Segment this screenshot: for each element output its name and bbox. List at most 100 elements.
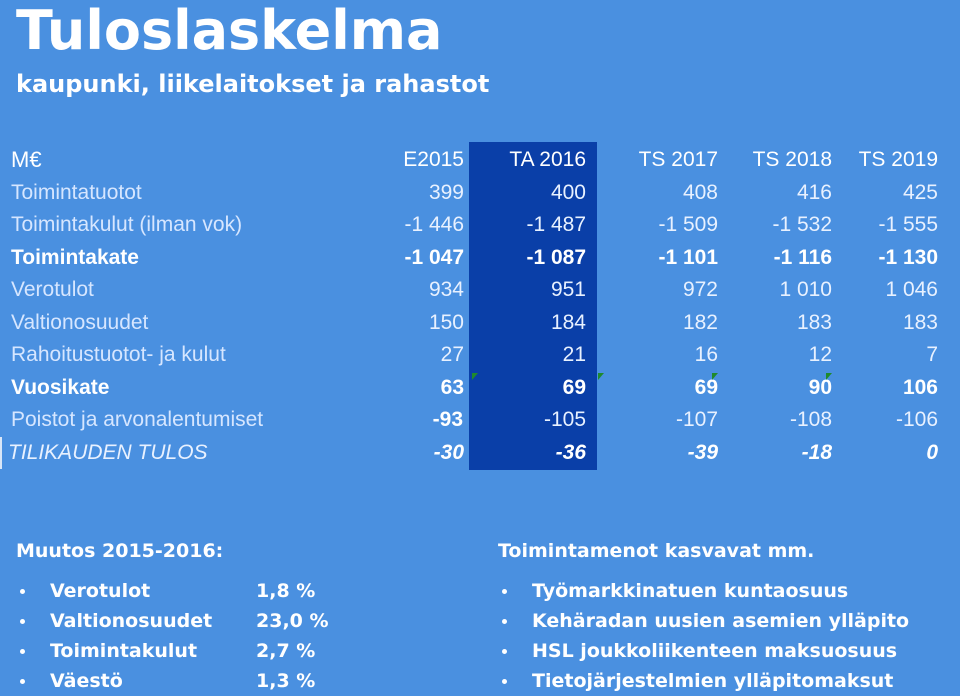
expenses-list: Työmarkkinatuen kuntaosuus Kehäradan uus…	[498, 576, 909, 696]
cell-value: 0	[926, 440, 938, 464]
cell-value: 12	[808, 343, 832, 366]
cell-value: -106	[895, 408, 938, 431]
expense-item: HSL joukkoliikenteen maksuosuus	[532, 640, 898, 662]
list-item: Tietojärjestelmien ylläpitomaksut	[498, 666, 909, 696]
table-row: Rahoitustuotot- ja kulut 27 21 16 12 7	[1, 339, 938, 372]
change-name: Väestö	[50, 670, 123, 692]
list-item: HSL joukkoliikenteen maksuosuus	[498, 636, 909, 666]
expense-item: Tietojärjestelmien ylläpitomaksut	[532, 670, 894, 692]
table-row: TILIKAUDEN TULOS -30 -36 -39 -18 0	[0, 436, 938, 469]
cell-value: -18	[801, 440, 832, 464]
cell-error-marker	[598, 373, 604, 380]
cell-value: 69	[562, 375, 586, 399]
table-row: Poistot ja arvonalentumiset -93 -105 -10…	[1, 404, 938, 437]
cell-error-marker	[472, 373, 478, 380]
cell-value: -1 509	[658, 213, 718, 236]
change-name: Valtionosuudet	[50, 610, 213, 632]
change-value: 1,3 %	[256, 670, 316, 692]
table-row: Vuosikate 63 69 69 90 106	[1, 372, 938, 405]
change-name: Verotulot	[50, 580, 151, 602]
list-item: Kehäradan uusien asemien ylläpito	[498, 606, 909, 636]
expense-item: Työmarkkinatuen kuntaosuus	[532, 580, 849, 602]
row-label: Poistot ja arvonalentumiset	[11, 408, 264, 431]
list-item: Työmarkkinatuen kuntaosuus	[498, 576, 909, 606]
row-label: Verotulot	[11, 278, 94, 301]
cell-value: -108	[789, 408, 832, 431]
header-e2015: E2015	[403, 148, 464, 171]
table-header-row: M€ E2015 TA 2016 TS 2017 TS 2018 TS 2019	[1, 144, 938, 177]
row-label: Toimintakate	[11, 245, 139, 269]
income-statement-table: M€ E2015 TA 2016 TS 2017 TS 2018 TS 2019…	[0, 144, 939, 469]
list-item: Verotulot 1,8 %	[16, 576, 329, 606]
bullet-icon	[20, 649, 25, 654]
changes-heading: Muutos 2015-2016:	[16, 540, 224, 562]
bullet-icon	[502, 589, 507, 594]
expenses-section: Toimintamenot kasvavat mm. Työmarkkinatu…	[498, 538, 909, 696]
cell-value: 7	[926, 343, 938, 366]
cell-value: -30	[433, 440, 464, 464]
change-name: Toimintakulut	[50, 640, 198, 662]
bullet-icon	[502, 649, 507, 654]
cell-value: -93	[432, 408, 463, 431]
cell-value: -1 116	[773, 245, 832, 269]
bullet-icon	[20, 619, 25, 624]
cell-value: 951	[550, 278, 586, 301]
table-row: Verotulot 934 951 972 1 010 1 046	[1, 274, 938, 307]
header-ts2019: TS 2019	[858, 148, 938, 171]
cell-value: -36	[555, 440, 586, 464]
cell-value: 972	[682, 278, 718, 301]
header-unit: M€	[11, 147, 42, 172]
budget-column-highlight	[469, 142, 597, 470]
bullet-icon	[502, 619, 507, 624]
bullet-icon	[502, 679, 507, 684]
page-subtitle: kaupunki, liikelaitokset ja rahastot	[16, 70, 490, 98]
table-row: Toimintatuotot 399 400 408 416 425	[1, 177, 938, 210]
row-label: TILIKAUDEN TULOS	[0, 436, 347, 469]
cell-error-marker	[712, 373, 718, 380]
cell-value: 21	[562, 343, 586, 366]
cell-value: 1 046	[885, 278, 938, 301]
cell-value: 934	[428, 278, 464, 301]
cell-value: -39	[687, 440, 718, 464]
cell-value: -1 487	[526, 213, 586, 236]
bullet-icon	[20, 679, 25, 684]
change-value: 1,8 %	[256, 580, 316, 602]
table-row: Toimintakulut (ilman vok) -1 446 -1 487 …	[1, 209, 938, 242]
header-ts2017: TS 2017	[638, 148, 718, 171]
cell-value: -105	[543, 408, 586, 431]
cell-value: 399	[428, 180, 464, 204]
row-label: Vuosikate	[11, 375, 110, 399]
change-value: 2,7 %	[256, 640, 316, 662]
list-item: Väestö 1,3 %	[16, 666, 329, 696]
cell-value: 63	[440, 375, 464, 399]
cell-value: 183	[796, 310, 832, 334]
cell-value: -1 532	[772, 213, 832, 236]
change-value: 23,0 %	[256, 610, 329, 632]
cell-error-marker	[826, 373, 832, 380]
expenses-heading: Toimintamenot kasvavat mm.	[498, 540, 815, 562]
row-label: Valtionosuudet	[11, 310, 149, 334]
changes-list: Verotulot 1,8 % Valtionosuudet 23,0 % Toim…	[16, 576, 329, 696]
expense-item: Kehäradan uusien asemien ylläpito	[532, 610, 910, 632]
changes-section: Muutos 2015-2016: Verotulot 1,8 % Valtion…	[16, 538, 329, 696]
table-row: Toimintakate -1 047 -1 087 -1 101 -1 116…	[1, 242, 938, 275]
cell-value: 1 010	[779, 278, 832, 301]
cell-value: -1 087	[526, 245, 586, 269]
cell-value: 16	[694, 343, 718, 366]
cell-value: 183	[902, 310, 938, 334]
cell-value: -1 446	[404, 213, 464, 236]
bullet-icon	[20, 589, 25, 594]
cell-value: -1 047	[404, 245, 464, 269]
list-item: Toimintakulut 2,7 %	[16, 636, 329, 666]
header-ta2016: TA 2016	[509, 148, 586, 171]
cell-value: 69	[694, 375, 718, 399]
cell-value: 150	[428, 310, 464, 334]
row-label: Toimintatuotot	[11, 180, 142, 204]
header-ts2018: TS 2018	[752, 148, 832, 171]
cell-value: 416	[796, 180, 832, 204]
row-label: Rahoitustuotot- ja kulut	[11, 343, 226, 366]
cell-value: 400	[550, 180, 586, 204]
cell-value: 425	[902, 180, 938, 204]
cell-value: 106	[902, 375, 938, 399]
cell-value: 408	[682, 180, 718, 204]
